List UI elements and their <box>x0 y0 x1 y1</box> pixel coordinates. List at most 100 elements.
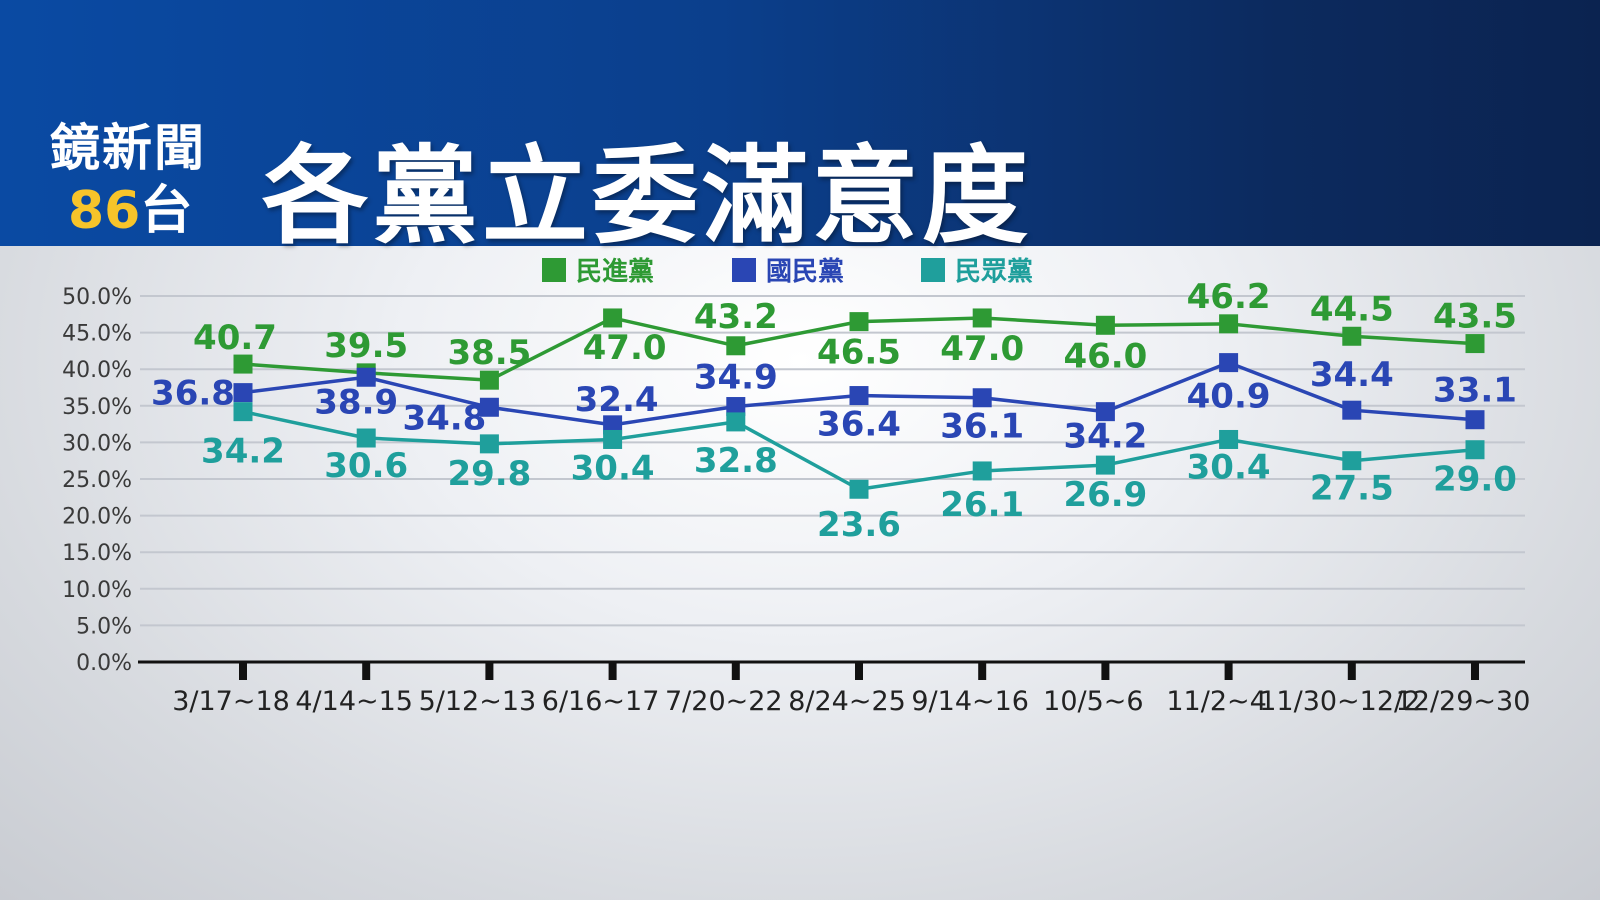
data-label: 40.9 <box>1187 377 1271 417</box>
data-label: 32.8 <box>694 441 778 481</box>
data-point-marker <box>356 367 376 387</box>
data-point-marker <box>1342 326 1362 346</box>
x-tick-mark <box>1224 662 1233 680</box>
legend-label: 民進黨 <box>576 257 654 287</box>
x-tick-mark <box>1347 662 1356 680</box>
data-point-marker <box>1465 410 1485 430</box>
y-tick-label: 35.0% <box>62 395 132 420</box>
x-tick-mark <box>978 662 987 680</box>
data-label: 34.2 <box>1063 417 1147 457</box>
data-point-marker <box>479 397 499 417</box>
x-tick-mark <box>1101 662 1110 680</box>
x-tick-mark <box>855 662 863 680</box>
x-tick-label: 7/20~22 <box>665 686 783 717</box>
channel-number: 86 <box>68 181 141 241</box>
data-label: 44.5 <box>1310 289 1394 329</box>
data-point-marker <box>233 402 253 422</box>
data-label: 36.4 <box>817 405 901 445</box>
data-point-marker <box>972 388 992 408</box>
data-point-marker <box>1095 455 1115 475</box>
data-label: 39.5 <box>324 326 408 366</box>
x-tick-label: 12/29~30 <box>1396 686 1531 717</box>
y-tick-label: 45.0% <box>62 322 132 347</box>
data-label: 36.1 <box>940 407 1024 447</box>
x-tick-mark <box>362 662 371 680</box>
x-tick-label: 10/5~6 <box>1043 686 1143 717</box>
data-point-marker <box>972 308 992 328</box>
x-tick-label: 8/24~25 <box>788 686 906 717</box>
legend-swatch <box>921 258 945 282</box>
data-label: 30.4 <box>571 448 655 488</box>
y-tick-label: 25.0% <box>62 468 132 493</box>
data-label: 29.8 <box>447 454 531 494</box>
data-label: 43.2 <box>694 297 778 337</box>
data-point-marker <box>1342 400 1362 420</box>
data-label: 40.7 <box>193 318 277 358</box>
data-label: 26.1 <box>940 485 1024 525</box>
y-tick-label: 10.0% <box>62 578 132 603</box>
data-label: 32.4 <box>575 380 659 420</box>
x-tick-label: 11/2~4 <box>1166 686 1266 717</box>
data-label: 46.5 <box>817 333 901 373</box>
data-point-marker <box>479 434 499 454</box>
data-point-marker <box>1465 440 1485 460</box>
legend-label: 民眾黨 <box>955 257 1033 287</box>
x-tick-mark <box>608 662 617 680</box>
legend: 民進黨 國民黨 民眾黨 <box>542 257 1033 287</box>
data-point-marker <box>726 397 746 417</box>
data-label: 34.8 <box>402 398 486 438</box>
y-tick-label: 50.0% <box>62 285 132 310</box>
x-tick-mark <box>239 662 247 680</box>
axes: 0.0% 5.0% 10.0% 15.0% 20.0% 25.0% 30.0% 35.0% 40… <box>62 285 1530 717</box>
data-point-marker <box>1095 315 1115 335</box>
data-label: 27.5 <box>1310 469 1394 509</box>
x-tick-label: 9/14~16 <box>911 686 1029 717</box>
data-label: 46.2 <box>1187 277 1271 317</box>
data-point-marker <box>1219 314 1239 334</box>
data-label: 30.4 <box>1187 447 1271 487</box>
data-point-marker <box>849 479 869 499</box>
data-label: 46.0 <box>1063 336 1147 376</box>
data-point-marker <box>972 461 992 481</box>
data-point-marker <box>849 312 869 332</box>
y-tick-label: 5.0% <box>76 614 132 639</box>
data-label: 47.0 <box>940 329 1024 369</box>
data-point-marker <box>1219 353 1239 373</box>
legend-swatch <box>542 258 566 282</box>
data-point-marker <box>233 354 253 374</box>
data-point-marker <box>233 383 253 403</box>
y-tick-label: 30.0% <box>62 431 132 456</box>
x-tick-mark <box>485 662 494 680</box>
y-tick-label: 40.0% <box>62 358 132 383</box>
data-point-marker <box>1095 402 1115 422</box>
data-point-marker <box>726 336 746 356</box>
y-tick-label: 0.0% <box>76 651 132 676</box>
x-tick-label: 5/12~13 <box>419 686 537 717</box>
y-tick-label: 20.0% <box>62 505 132 530</box>
data-point-marker <box>603 415 623 435</box>
data-labels: 40.7 39.5 38.5 47.0 43.2 46.5 47.0 46.0 46.2 44.5… <box>151 277 1517 545</box>
data-point-marker <box>726 412 746 432</box>
channel-suffix: 台 <box>140 181 193 241</box>
y-tick-label: 15.0% <box>62 541 132 566</box>
x-tick-label: 3/17~18 <box>172 686 290 717</box>
x-tick-label: 6/16~17 <box>542 686 660 717</box>
data-point-marker <box>849 386 869 406</box>
data-point-marker <box>356 428 376 448</box>
x-tick-label: 4/14~15 <box>295 686 413 717</box>
data-point-marker <box>1342 451 1362 471</box>
data-label: 34.9 <box>694 358 778 398</box>
data-label: 33.1 <box>1433 371 1517 411</box>
data-label: 26.9 <box>1063 475 1147 515</box>
legend-label: 國民黨 <box>766 257 844 287</box>
data-label: 34.4 <box>1310 355 1394 395</box>
header-banner: 鏡新聞 86台 各黨立委滿意度 <box>0 0 1600 258</box>
data-label: 30.6 <box>324 446 408 486</box>
station-logo-channel: 86台 <box>68 168 192 243</box>
data-label: 47.0 <box>583 328 667 368</box>
data-label: 38.9 <box>314 382 398 422</box>
page-title: 各黨立委滿意度 <box>262 133 1032 258</box>
data-label: 43.5 <box>1433 297 1517 337</box>
data-point-marker <box>603 308 623 328</box>
